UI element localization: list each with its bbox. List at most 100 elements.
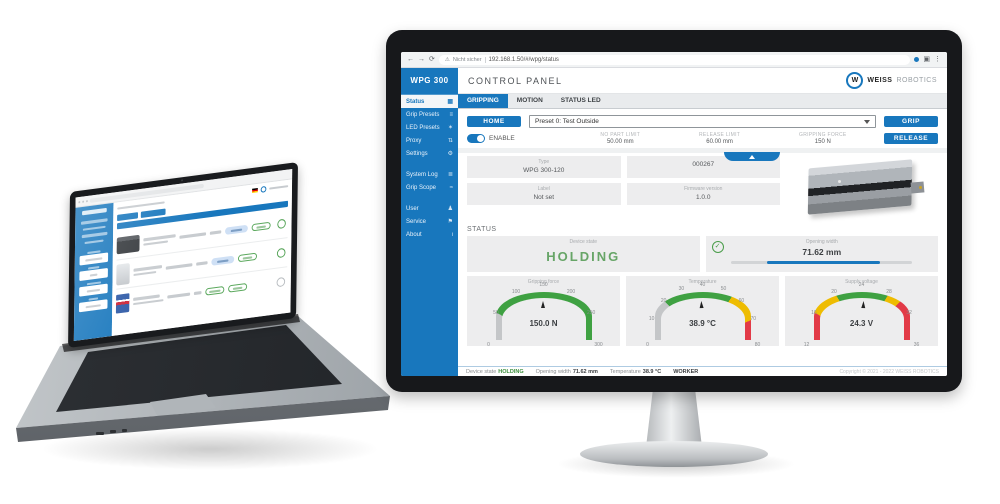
laptop-input-field[interactable] bbox=[79, 252, 109, 266]
preset-params: NO PART LIMIT 50.00 mm RELEASE LIMIT 60.00 … bbox=[571, 132, 876, 145]
footer-item-value: 71.62 mm bbox=[572, 368, 598, 375]
info-field-value: WPG 300-120 bbox=[523, 167, 565, 174]
address-divider bbox=[484, 56, 486, 63]
gauge-title: Supply voltage bbox=[845, 279, 878, 285]
browser-dot-icon bbox=[86, 199, 88, 202]
gauge-tick-label: 28 bbox=[886, 289, 892, 296]
footer-item-opening-width: Opening width 71.62 mm bbox=[536, 369, 598, 375]
gauge-arc-mask bbox=[660, 298, 745, 340]
monitor-stand-base bbox=[580, 441, 768, 467]
brand-name-bold: WEISS bbox=[867, 77, 893, 84]
gauge-tick-label: 100 bbox=[511, 289, 521, 296]
enable-toggle[interactable] bbox=[467, 134, 485, 143]
collapse-button[interactable] bbox=[724, 152, 781, 161]
connect-button[interactable] bbox=[225, 224, 248, 235]
system-log-icon: ≣ bbox=[447, 172, 453, 178]
laptop-port bbox=[110, 430, 116, 433]
monitor-stand-neck bbox=[646, 391, 702, 447]
gauge-tick-label: 20 bbox=[831, 289, 837, 296]
gauge-tick-label: 12 bbox=[803, 342, 810, 348]
enable-label: ENABLE bbox=[489, 135, 515, 142]
gauge-title: Temperature bbox=[688, 279, 717, 285]
info-field-serial: 000267 bbox=[626, 156, 780, 178]
tab-status-led[interactable]: STATUS LED bbox=[560, 97, 601, 104]
open-button[interactable] bbox=[237, 252, 258, 263]
laptop-screen bbox=[73, 168, 293, 342]
info-field-label: Type bbox=[538, 159, 550, 165]
sidebar-item-label: System Log bbox=[406, 171, 438, 178]
tab-motion[interactable]: MOTION bbox=[516, 97, 543, 104]
laptop-input-field[interactable] bbox=[78, 299, 108, 313]
address-bar[interactable]: ⚠ Nicht sicher 192.168.1.50/#/wpg/status bbox=[438, 54, 911, 65]
browser-profile-icon[interactable]: ▣ bbox=[923, 56, 930, 63]
device-value-text bbox=[209, 230, 222, 235]
laptop-sidebar-item[interactable] bbox=[80, 218, 108, 225]
sidebar-item-user[interactable]: User ♟ bbox=[401, 202, 458, 215]
sidebar-item-led-presets[interactable]: LED Presets ✶ bbox=[401, 121, 458, 134]
browser-extension-icon[interactable] bbox=[914, 57, 920, 62]
gauge-arc-mask bbox=[819, 298, 904, 340]
opening-width-fill bbox=[767, 261, 880, 264]
connect-button[interactable] bbox=[211, 255, 235, 266]
sidebar-item-settings[interactable]: Settings ⚙ bbox=[401, 147, 458, 160]
release-button[interactable]: RELEASE bbox=[884, 133, 938, 144]
sidebar-item-service[interactable]: Service ⚑ bbox=[401, 215, 458, 228]
gauge-needle-tip bbox=[860, 300, 865, 309]
sidebar-item-grip-scope[interactable]: Grip Scope ≈ bbox=[401, 181, 458, 194]
page-title: CONTROL PANEL bbox=[468, 75, 563, 86]
preset-select[interactable]: Preset 0: Test Outside bbox=[529, 115, 876, 128]
copyright-text: Copyright © 2021 - 2022 WEISS ROBOTICS bbox=[839, 368, 939, 375]
laptop-sidebar-item[interactable] bbox=[82, 225, 106, 231]
browser-menu-icon[interactable]: ⋮ bbox=[934, 56, 941, 63]
info-field-type: Type WPG 300-120 bbox=[467, 156, 621, 178]
sidebar-item-system-log[interactable]: System Log ≣ bbox=[401, 168, 458, 181]
device-name-text bbox=[133, 265, 163, 272]
not-secure-label: Nicht sicher bbox=[452, 56, 482, 63]
laptop-sidebar-item[interactable] bbox=[84, 238, 104, 245]
status-icon: ▦ bbox=[447, 99, 453, 105]
laptop-brand-text bbox=[269, 184, 289, 190]
browser-reload-icon[interactable]: ⟳ bbox=[429, 56, 435, 63]
laptop-main-area bbox=[111, 179, 293, 337]
param-no-part-limit: NO PART LIMIT 50.00 mm bbox=[600, 132, 640, 145]
gauge-tick-label: 60 bbox=[738, 298, 745, 305]
laptop-input-field[interactable] bbox=[79, 267, 108, 282]
laptop-sidebar-item[interactable] bbox=[81, 231, 107, 238]
gauge-tick-label: 30 bbox=[678, 286, 685, 293]
gauge-tick-label: 50 bbox=[493, 309, 499, 316]
gauge-tick-label: 40 bbox=[699, 282, 706, 288]
sidebar-item-grip-presets[interactable]: Grip Presets ≡ bbox=[401, 108, 458, 121]
gauge-tick-label: 80 bbox=[754, 342, 761, 348]
sidebar-item-label: Service bbox=[406, 218, 427, 225]
device-state-value: HOLDING bbox=[546, 249, 621, 264]
sidebar-gap bbox=[401, 194, 458, 202]
sidebar-item-status[interactable]: Status ▦ bbox=[401, 95, 458, 108]
tab-gripping[interactable]: GRIPPING bbox=[458, 94, 508, 108]
status-ring-icon bbox=[276, 276, 286, 288]
action-button[interactable] bbox=[228, 282, 248, 293]
footer-item-value: 38.9 °C bbox=[642, 368, 662, 375]
browser-back-icon[interactable]: ← bbox=[407, 56, 414, 63]
browser-forward-icon[interactable]: → bbox=[418, 56, 425, 63]
gripper-pin bbox=[919, 186, 922, 189]
gripper-connector bbox=[910, 181, 925, 194]
footer-item-device-state: Device state HOLDING bbox=[466, 369, 524, 375]
param-label: GRIPPING FORCE bbox=[799, 132, 847, 138]
sidebar-item-about[interactable]: About i bbox=[401, 228, 458, 241]
footer-item-value: WORKER bbox=[673, 368, 699, 375]
sidebar-item-label: LED Presets bbox=[406, 124, 440, 131]
device-name-text bbox=[143, 234, 176, 242]
grip-button[interactable]: GRIP bbox=[884, 116, 938, 127]
laptop-lid bbox=[68, 162, 298, 348]
opening-width-value: 71.62 mm bbox=[802, 247, 842, 257]
action-button[interactable] bbox=[205, 285, 225, 296]
sidebar-item-proxy[interactable]: Proxy ⇅ bbox=[401, 134, 458, 147]
gauge-tick-label: 32 bbox=[906, 309, 912, 316]
gauge-arc: 0 10 20 30 40 50 60 70 80 38.9 °C bbox=[646, 282, 760, 348]
gauge-tick-label: 10 bbox=[648, 315, 655, 322]
laptop-input-field[interactable] bbox=[79, 283, 108, 297]
open-button[interactable] bbox=[251, 221, 271, 232]
status-ring-icon bbox=[277, 218, 286, 230]
home-button[interactable]: HOME bbox=[467, 116, 521, 127]
language-flag-icon[interactable] bbox=[252, 188, 258, 193]
